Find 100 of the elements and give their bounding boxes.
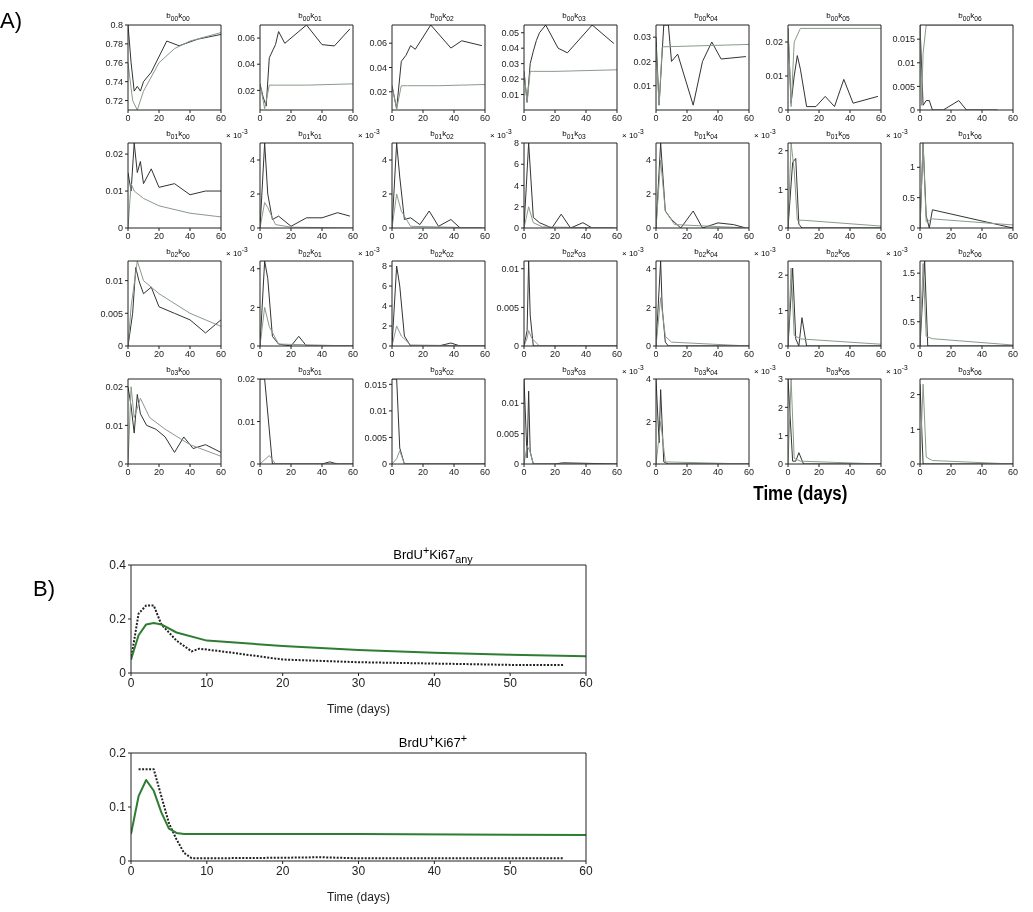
y-tick-label: 0.015	[364, 379, 387, 390]
y-tick-label: 8	[381, 261, 387, 272]
chart-title: b$_{01}$k$_{00}$	[165, 129, 191, 140]
y-tick-label: 2	[777, 145, 783, 156]
text: × 10$^{-3}$	[886, 246, 908, 258]
y-tick-label: 0.01	[105, 186, 123, 197]
x-tick-label: 0	[521, 113, 527, 124]
chart-title: b$_{03}$k$_{02}$	[429, 365, 455, 376]
y-tick-label: 0.04	[501, 43, 519, 54]
y-tick-label: 0.1	[109, 800, 127, 815]
y-tick-label: 0.01	[501, 89, 519, 100]
x-tick-label: 0	[257, 231, 263, 242]
chart-title: b$_{02}$k$_{04}$	[693, 247, 719, 258]
x-tick-label: 20	[945, 231, 957, 242]
x-tick-label: 60	[579, 863, 593, 878]
x-tick-label: 10	[200, 675, 214, 690]
x-tick-label: 60	[479, 349, 491, 360]
y-tick-label: 0	[645, 223, 651, 234]
y-tick-label: 0.05	[501, 27, 519, 38]
x-tick-label: 60	[215, 231, 227, 242]
chart-title: b$_{00}$k$_{01}$	[297, 11, 323, 22]
x-tick-label: 60	[875, 467, 887, 478]
x-tick-label: 0	[917, 231, 923, 242]
y-tick-label: 0.02	[105, 149, 123, 160]
y-tick-label: 0.01	[105, 420, 123, 431]
x-tick-label: 50	[503, 675, 518, 690]
x-tick-label: 20	[681, 467, 693, 478]
y-tick-label: 0.74	[105, 76, 123, 87]
y-tick-label: 0.02	[501, 74, 519, 85]
y-tick-label: 2	[777, 402, 783, 413]
x-tick-label: 60	[347, 349, 359, 360]
x-tick-label: 40	[844, 113, 856, 124]
y-tick-label: 0.01	[633, 80, 651, 91]
y-tick-label: 0	[645, 341, 651, 352]
y-tick-label: 4	[381, 301, 387, 312]
chart-title: b$_{03}$k$_{06}$	[957, 365, 983, 376]
y-tick-label: 1	[909, 424, 915, 435]
chart-title: b$_{00}$k$_{00}$	[165, 11, 191, 22]
y-tick-label: 0	[513, 223, 519, 234]
x-tick-label: 20	[417, 231, 429, 242]
y-tick-label: 1.5	[902, 268, 915, 279]
y-tick-label: 0.02	[237, 85, 255, 96]
chart-title: BrdU$^{+}$Ki67$_{any}$	[392, 544, 474, 565]
y-tick-label: 0	[513, 341, 519, 352]
x-tick-label: 10	[200, 863, 214, 878]
y-tick-label: 0.04	[369, 62, 387, 73]
chart-title: b$_{03}$k$_{04}$	[693, 365, 719, 376]
y-tick-label: 2	[249, 302, 255, 313]
y-tick-label: 0.015	[892, 34, 915, 45]
x-tick-label: 20	[285, 231, 297, 242]
y-tick-label: 0.03	[633, 32, 651, 43]
x-tick-label: 60	[479, 231, 491, 242]
y-tick-label: 4	[645, 263, 651, 274]
x-tick-label: 60	[611, 467, 623, 478]
x-tick-label: 0	[257, 467, 263, 478]
y-tick-label: 4	[645, 374, 651, 385]
y-tick-label: 0.005	[496, 302, 519, 313]
y-tick-label: 1	[909, 292, 915, 303]
y-tick-label: 0.2	[109, 612, 127, 627]
x-tick-label: 40	[427, 675, 442, 690]
y-tick-label: 0.005	[892, 81, 915, 92]
y-tick-label: 0.005	[496, 428, 519, 439]
x-tick-label: 40	[316, 349, 328, 360]
x-tick-label: 40	[580, 349, 592, 360]
y-tick-label: 0.5	[902, 316, 915, 327]
x-tick-label: 40	[580, 231, 592, 242]
y-tick-label: 0.06	[237, 33, 255, 44]
x-tick-label: 60	[1007, 231, 1019, 242]
x-tick-label: 60	[347, 467, 359, 478]
y-tick-label: 0.01	[105, 275, 123, 286]
text: × 10$^{-3}$	[886, 364, 908, 376]
x-tick-label: 0	[389, 113, 395, 124]
x-tick-label: 20	[681, 231, 693, 242]
y-tick-label: 0	[909, 105, 915, 116]
x-tick-label: 40	[448, 231, 460, 242]
y-tick-label: 0.2	[109, 746, 127, 761]
y-tick-label: 0	[249, 459, 255, 470]
y-tick-label: 4	[645, 155, 651, 166]
x-tick-label: 20	[945, 113, 957, 124]
chart-title: b$_{03}$k$_{01}$	[297, 365, 323, 376]
chart-title: b$_{02}$k$_{00}$	[165, 247, 191, 258]
y-tick-label: 6	[513, 159, 519, 170]
y-tick-label: 0	[777, 105, 783, 116]
x-tick-label: 0	[257, 349, 263, 360]
x-tick-label: 20	[285, 113, 297, 124]
x-tick-label: 40	[844, 349, 856, 360]
x-tick-label: 40	[316, 113, 328, 124]
y-tick-label: 2	[249, 189, 255, 200]
x-tick-label: 20	[813, 231, 825, 242]
x-tick-label: 0	[257, 113, 263, 124]
x-tick-label: 40	[184, 349, 196, 360]
text: A)	[0, 8, 22, 34]
x-tick-label: 60	[215, 467, 227, 478]
y-tick-label: 2	[381, 321, 387, 332]
x-tick-label: 40	[976, 113, 988, 124]
text: × 10$^{-3}$	[226, 128, 248, 140]
y-tick-label: 2	[777, 270, 783, 281]
x-tick-label: 20	[813, 349, 825, 360]
x-tick-label: 20	[153, 231, 165, 242]
x-tick-label: 60	[1007, 349, 1019, 360]
